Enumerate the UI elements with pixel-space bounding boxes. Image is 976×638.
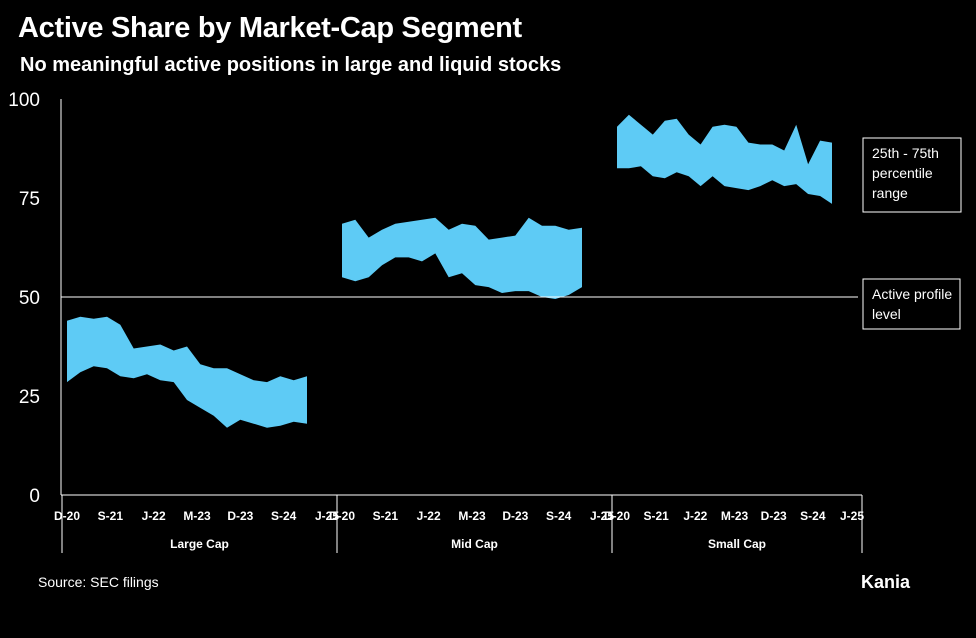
x-tick-label: D-23 — [227, 509, 253, 523]
y-tick-label: 75 — [19, 189, 40, 210]
panel-label: Large Cap — [170, 537, 229, 551]
percentile-band-small-cap — [617, 114, 832, 204]
percentile-band-large-cap — [67, 316, 307, 428]
reference-callout-text: Active profile level — [872, 286, 952, 322]
chart-subtitle: No meaningful active positions in large … — [20, 54, 562, 76]
x-tick-label: D-20 — [54, 509, 80, 523]
x-tick-label: M-23 — [721, 509, 749, 523]
panel-label: Small Cap — [708, 537, 766, 551]
brand-logo-text: Kania — [861, 572, 911, 592]
source-note: Source: SEC filings — [38, 574, 159, 590]
x-tick-label: J-22 — [683, 509, 707, 523]
x-tick-label: D-23 — [761, 509, 787, 523]
x-tick-label: D-20 — [329, 509, 355, 523]
x-tick-label: S-24 — [271, 509, 297, 523]
y-tick-label: 0 — [29, 486, 40, 507]
legend-callout-text: 25th - 75th percentile range — [872, 145, 939, 201]
x-tick-label: S-21 — [373, 509, 399, 523]
x-tick-label: J-22 — [142, 509, 166, 523]
x-tick-label: J-25 — [315, 509, 339, 523]
legend-callout-box — [862, 137, 962, 213]
x-tick-label: M-23 — [458, 509, 486, 523]
x-tick-label: S-21 — [643, 509, 669, 523]
y-tick-label: 25 — [19, 387, 40, 408]
x-tick-label: D-20 — [604, 509, 630, 523]
y-tick-label: 100 — [8, 90, 40, 111]
reference-callout-box — [862, 278, 961, 330]
x-tick-label: S-21 — [98, 509, 124, 523]
x-tick-label: S-24 — [800, 509, 826, 523]
x-tick-label: M-23 — [183, 509, 211, 523]
chart-title: Active Share by Market-Cap Segment — [18, 12, 522, 44]
panel-label: Mid Cap — [451, 537, 498, 551]
x-tick-label: S-24 — [546, 509, 572, 523]
x-tick-label: J-25 — [590, 509, 614, 523]
x-tick-label: J-22 — [417, 509, 441, 523]
x-tick-label: J-25 — [840, 509, 864, 523]
percentile-band-mid-cap — [342, 217, 582, 299]
y-tick-label: 50 — [19, 288, 40, 309]
x-tick-label: D-23 — [502, 509, 528, 523]
